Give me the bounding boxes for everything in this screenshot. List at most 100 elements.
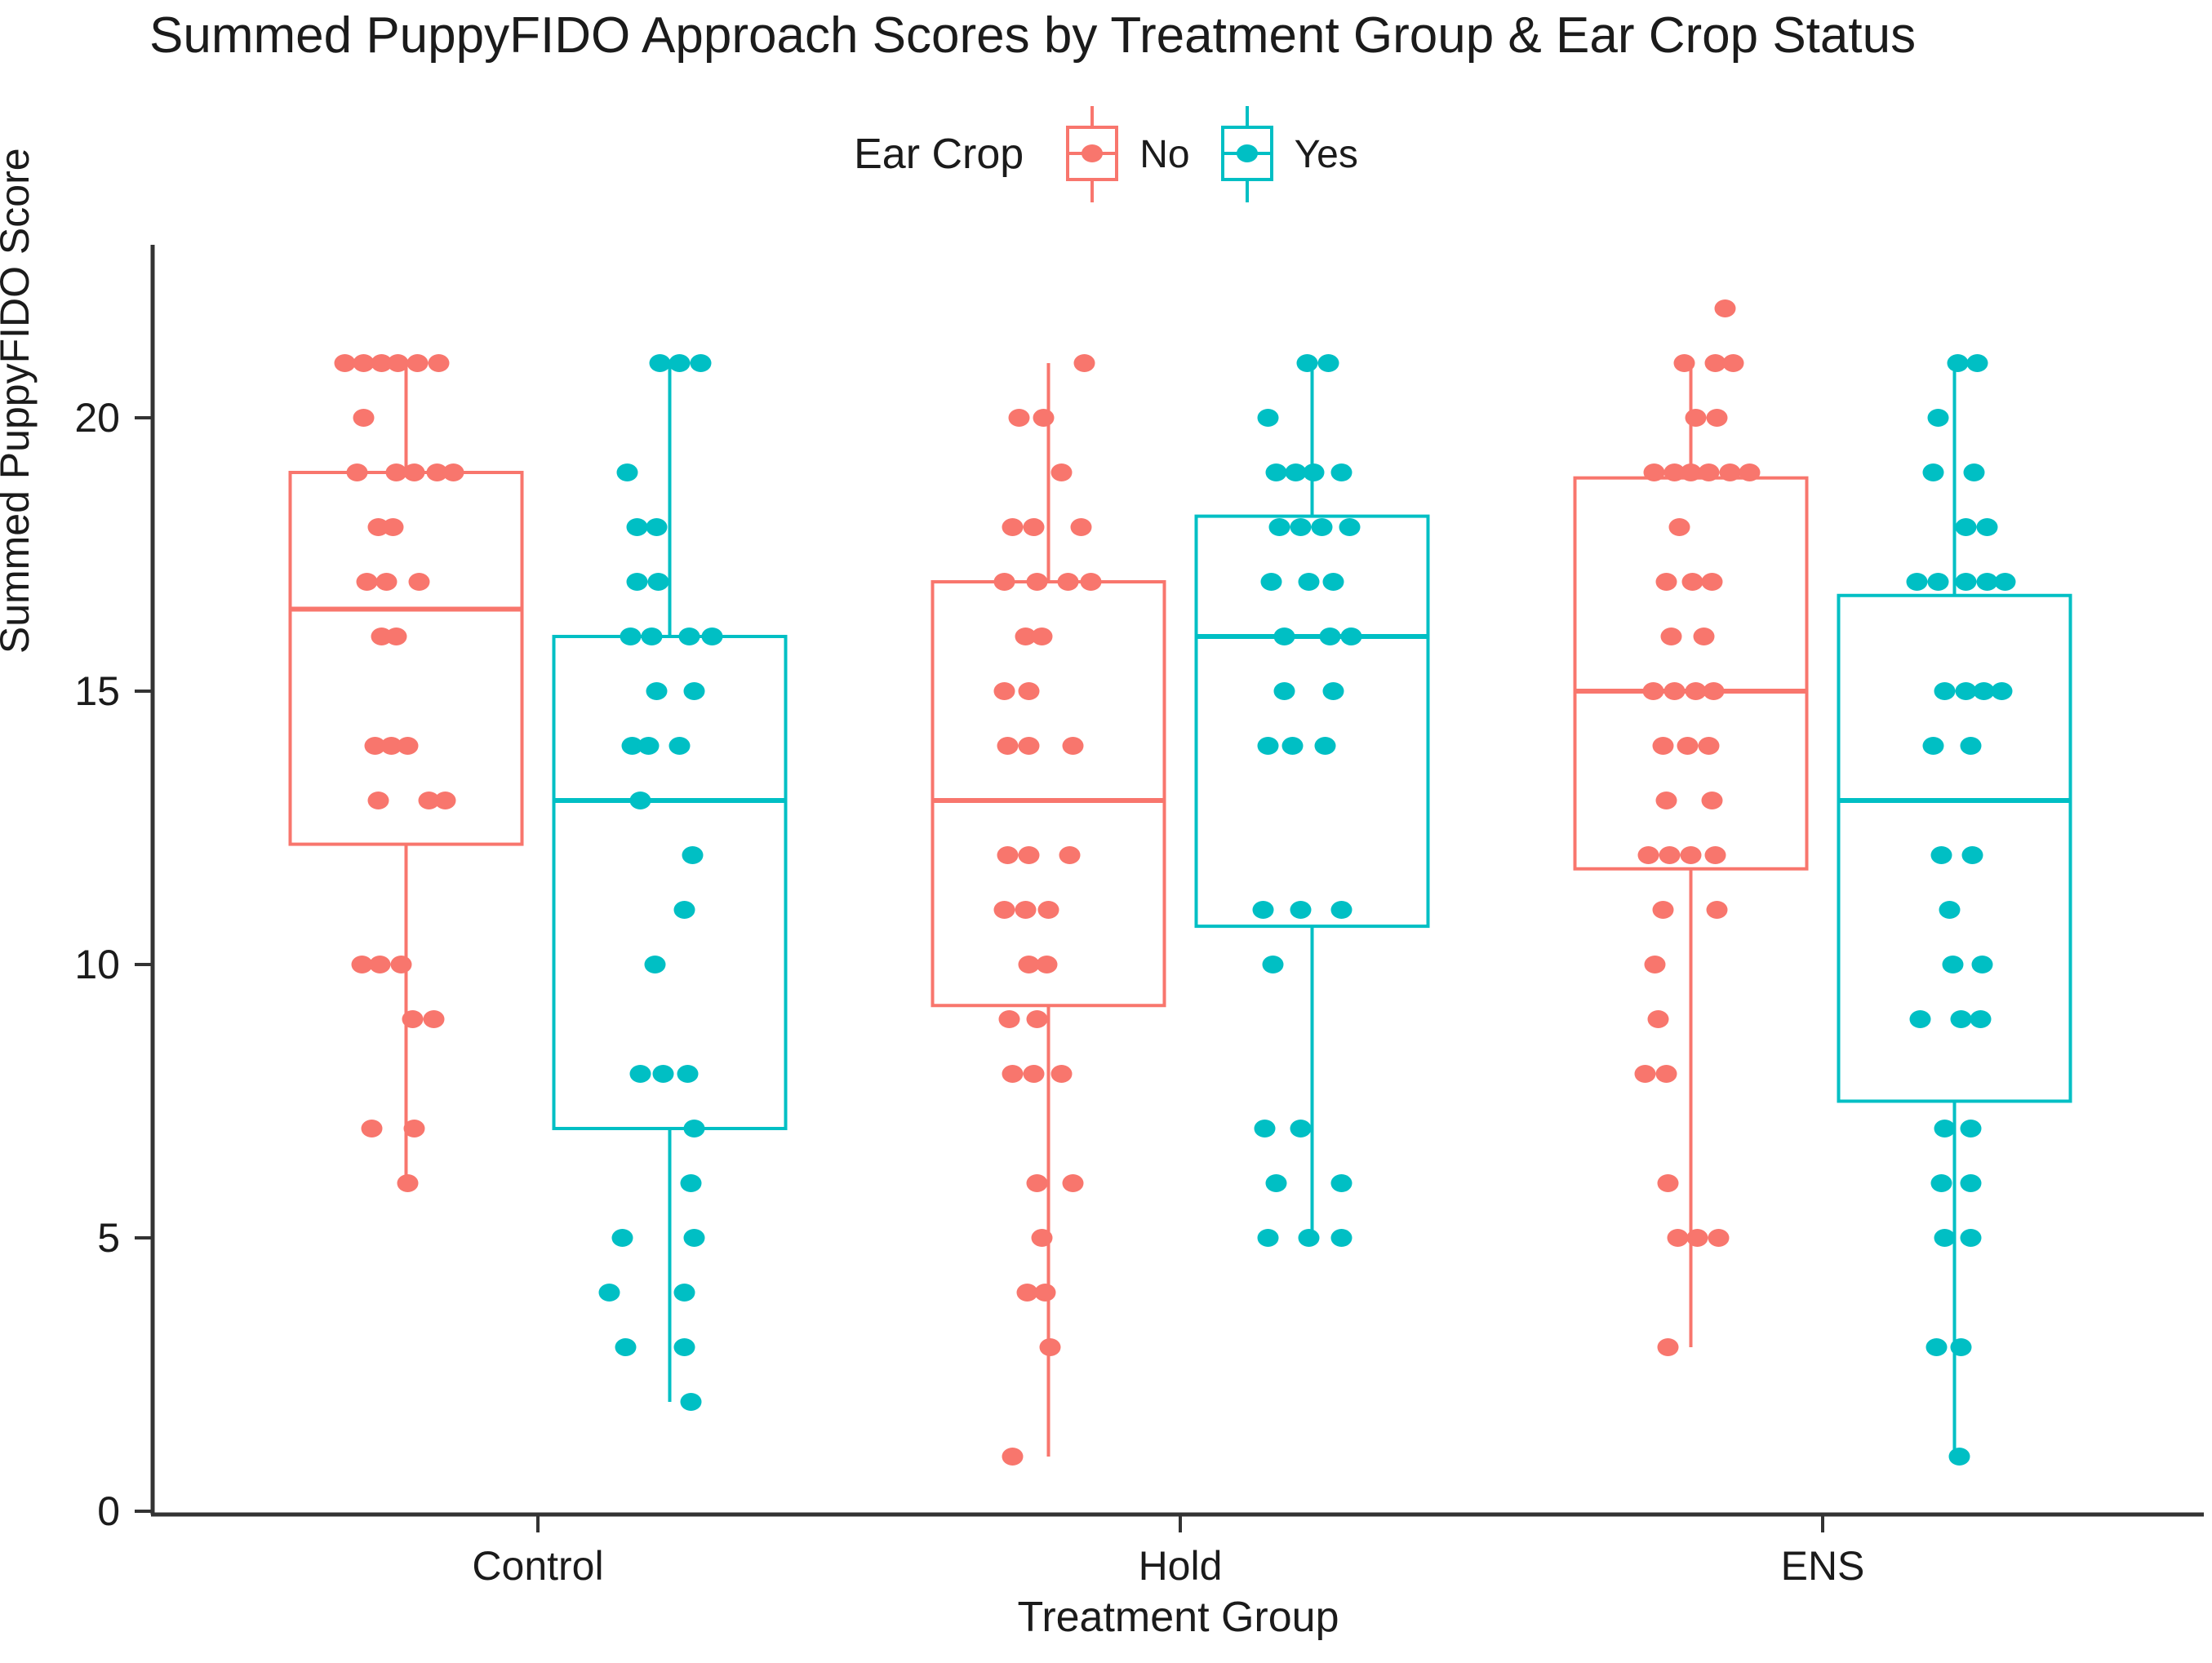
y-tick-label: 15 — [74, 668, 120, 714]
jitter-point — [1257, 1229, 1279, 1247]
jitter-point — [629, 792, 651, 809]
jitter-point — [1652, 737, 1674, 755]
jitter-point — [993, 573, 1015, 591]
jitter-point — [997, 846, 1019, 864]
jitter-point — [1647, 1010, 1669, 1028]
jitter-point — [1268, 518, 1290, 536]
jitter-point — [1016, 1284, 1038, 1302]
jitter-point — [1037, 901, 1059, 919]
jitter-point — [403, 1120, 425, 1137]
jitter-point — [1926, 1338, 1948, 1356]
jitter-point — [385, 463, 407, 481]
jitter-point — [680, 1174, 702, 1192]
jitter-point — [1703, 682, 1725, 700]
jitter-point — [1955, 573, 1977, 591]
jitter-point — [1033, 409, 1055, 427]
jitter-point — [1708, 1229, 1730, 1247]
jitter-point — [1015, 901, 1037, 919]
jitter-point — [1950, 1338, 1972, 1356]
jitter-point — [1685, 682, 1707, 700]
jitter-point — [1714, 299, 1736, 317]
jitter-point — [993, 901, 1015, 919]
jitter-point — [1008, 409, 1030, 427]
jitter-point — [621, 737, 643, 755]
jitter-point — [1704, 846, 1726, 864]
jitter-point — [382, 518, 404, 536]
jitter-point — [1265, 463, 1287, 481]
jitter-point — [346, 463, 368, 481]
jitter-point — [1994, 573, 2016, 591]
legend-label-no: No — [1139, 132, 1190, 176]
jitter-point — [353, 409, 375, 427]
jitter-point — [1655, 1065, 1677, 1083]
jitter-point — [701, 628, 723, 645]
jitter-point — [385, 628, 407, 645]
box — [1194, 514, 1430, 929]
jitter-point — [1970, 1010, 1992, 1028]
jitter-point — [1026, 573, 1048, 591]
jitter-point — [1685, 409, 1707, 427]
jitter-point — [1018, 682, 1040, 700]
jitter-point — [1015, 628, 1037, 645]
box — [1573, 476, 1809, 871]
jitter-point — [1667, 1229, 1689, 1247]
jitter-point — [1719, 463, 1741, 481]
jitter-point — [1319, 628, 1341, 645]
jitter-point — [1257, 409, 1279, 427]
box — [552, 635, 788, 1130]
jitter-point — [683, 682, 705, 700]
jitter-point — [397, 1174, 419, 1192]
jitter-point — [434, 792, 456, 809]
jitter-point — [997, 737, 1019, 755]
legend-item-yes: Yes — [1218, 104, 1358, 204]
jitter-point — [673, 1338, 695, 1356]
jitter-point — [1265, 1174, 1287, 1192]
legend-label-yes: Yes — [1294, 132, 1358, 176]
x-tick-label: ENS — [1781, 1543, 1865, 1589]
jitter-point — [1322, 573, 1344, 591]
jitter-point — [1681, 573, 1703, 591]
jitter-point — [1285, 463, 1307, 481]
jitter-point — [369, 956, 391, 973]
jitter-point — [390, 956, 412, 973]
jitter-point — [361, 1120, 383, 1137]
jitter-point — [380, 737, 402, 755]
jitter-point — [682, 846, 704, 864]
jitter-point — [367, 518, 389, 536]
jitter-point — [1722, 354, 1744, 372]
jitter-point — [646, 682, 668, 700]
jitter-point — [1698, 463, 1720, 481]
jitter-point — [1655, 792, 1677, 809]
jitter-point — [364, 737, 386, 755]
jitter-point — [1909, 1010, 1931, 1028]
jitter-point — [1927, 409, 1949, 427]
jitter-point — [1960, 1229, 1982, 1247]
jitter-point — [1637, 846, 1659, 864]
jitter-point — [1050, 1065, 1073, 1083]
jitter-point — [611, 1229, 633, 1247]
jitter-point — [403, 463, 425, 481]
jitter-point — [1659, 846, 1681, 864]
jitter-point — [1976, 518, 1998, 536]
boxplot-key-icon-no — [1066, 106, 1119, 202]
jitter-point — [1330, 1229, 1353, 1247]
jitter-point — [1317, 354, 1339, 372]
jitter-point — [1644, 956, 1666, 973]
jitter-point — [1330, 1174, 1353, 1192]
jitter-point — [1039, 1338, 1061, 1356]
chart-title: Summed PuppyFIDO Approach Scores by Trea… — [149, 7, 1917, 64]
jitter-point — [1701, 792, 1723, 809]
jitter-point — [626, 573, 648, 591]
jitter-point — [683, 1229, 705, 1247]
jitter-point — [637, 737, 660, 755]
jitter-point — [1657, 1174, 1679, 1192]
y-tick-label: 0 — [97, 1488, 120, 1534]
jitter-point — [1273, 628, 1295, 645]
jitter-point — [1303, 463, 1325, 481]
jitter-point — [649, 354, 671, 372]
jitter-point — [1031, 1229, 1053, 1247]
jitter-point — [1018, 737, 1040, 755]
jitter-point — [1062, 1174, 1084, 1192]
jitter-point — [1963, 463, 1985, 481]
jitter-point — [1673, 354, 1695, 372]
